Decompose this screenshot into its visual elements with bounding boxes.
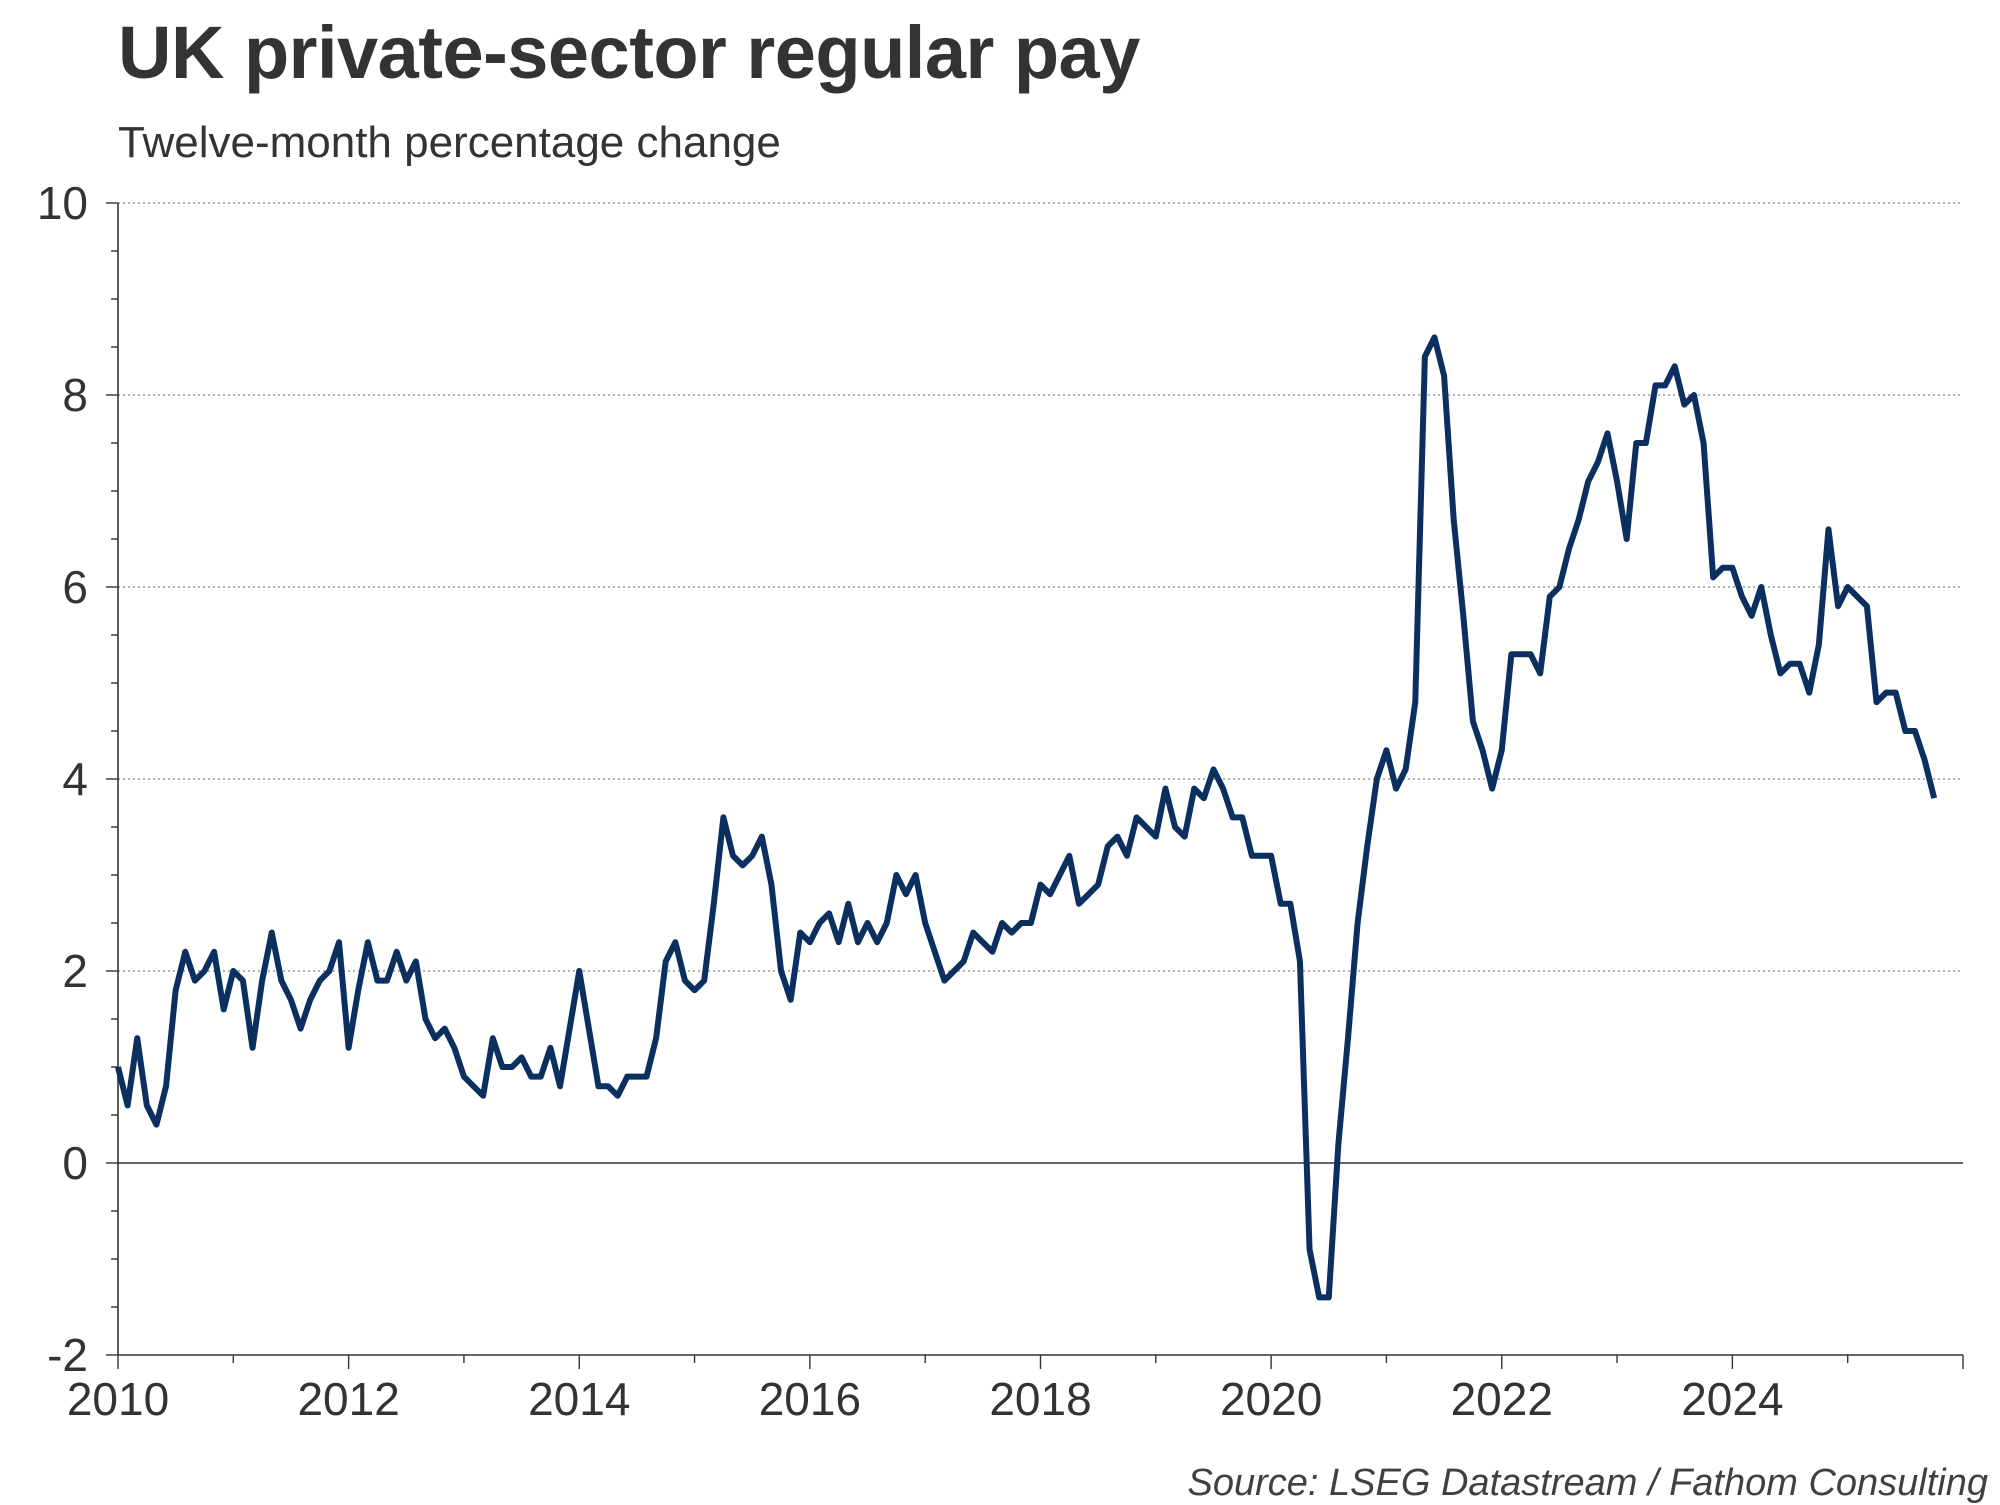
x-tick-label: 2022	[1451, 1373, 1553, 1425]
x-tick-label: 2020	[1220, 1373, 1322, 1425]
axes	[106, 202, 1964, 1369]
x-tick-label: 2014	[528, 1373, 630, 1425]
y-axis-tick-labels: -2 0 2 4 6 8 10	[37, 177, 88, 1381]
source-note: Source: LSEG Datastream / Fathom Consult…	[1187, 1462, 1988, 1504]
y-tick-label: 8	[62, 369, 88, 421]
x-tick-label: 2024	[1681, 1373, 1783, 1425]
y-tick-label: -2	[47, 1329, 88, 1381]
x-axis-tick-labels: 2010 2012 2014 2016 2018 2020 2022 2024	[67, 1373, 1784, 1425]
y-tick-label: 4	[62, 753, 88, 805]
chart-title: UK private-sector regular pay	[118, 11, 1140, 94]
y-tick-label: 10	[37, 177, 88, 229]
gridlines	[118, 202, 1963, 1164]
y-tick-label: 2	[62, 945, 88, 997]
x-tick-label: 2012	[297, 1373, 399, 1425]
y-tick-label: 0	[62, 1137, 88, 1189]
series-line	[115, 334, 1938, 1301]
x-tick-label: 2018	[989, 1373, 1091, 1425]
x-tick-label: 2010	[67, 1373, 169, 1425]
y-tick-label: 6	[62, 561, 88, 613]
chart-subtitle: Twelve-month percentage change	[118, 118, 781, 167]
x-tick-label: 2016	[759, 1373, 861, 1425]
